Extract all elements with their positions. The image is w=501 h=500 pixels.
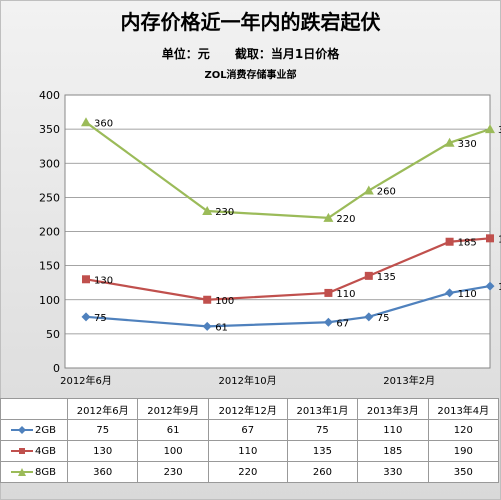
- chart-note: ZOL消费存储事业部: [204, 70, 297, 81]
- data-table: 2012年6月 2012年9月 2012年12月 2013年1月 2013年3月 2013…: [0, 398, 500, 483]
- data-point: [445, 237, 454, 246]
- data-point: [364, 271, 373, 280]
- table-corner: [0, 398, 68, 420]
- table-cell: 185: [357, 440, 429, 462]
- y-tick-label: 350: [39, 123, 60, 136]
- table-cell: 260: [286, 461, 359, 483]
- table-cell: 220: [207, 461, 288, 483]
- legend-label: 2GB: [35, 424, 56, 436]
- table-row: 4GB 130 100 110 135 185 190: [0, 440, 500, 462]
- table-cell: 120: [427, 419, 500, 441]
- table-cell: 67: [207, 419, 288, 441]
- data-point: [202, 206, 213, 216]
- data-point: [364, 312, 374, 322]
- x-tick-label: 2012年6月: [60, 374, 112, 387]
- legend-entry: 2GB: [0, 419, 68, 441]
- legend-swatch: [11, 425, 33, 434]
- table-header-cell: 2012年6月: [66, 398, 139, 420]
- table-cell: 230: [137, 461, 209, 483]
- series-line-4GB: [85, 237, 491, 301]
- data-point: [323, 317, 333, 327]
- data-point: [486, 234, 494, 243]
- series-line-8GB: [85, 121, 491, 219]
- table-header-cell: 2013年3月: [357, 398, 429, 420]
- data-label: 130: [94, 275, 113, 286]
- table-cell: 75: [286, 419, 359, 441]
- table-row: 8GB 360 230 220 260 330 350: [0, 461, 500, 483]
- data-label: 190: [498, 234, 501, 245]
- data-point: [203, 295, 212, 304]
- data-label: 230: [215, 207, 234, 218]
- table-cell: 330: [357, 461, 429, 483]
- data-label: 260: [377, 187, 396, 198]
- data-point: [444, 137, 455, 147]
- legend-entry: 8GB: [0, 461, 68, 483]
- table-cell: 135: [286, 440, 359, 462]
- data-point: [82, 275, 90, 284]
- series-line-2GB: [85, 285, 491, 328]
- data-label: 100: [215, 296, 234, 307]
- table-header-cell: 2013年4月: [427, 398, 500, 420]
- data-label: 220: [336, 214, 355, 225]
- table-cell: 100: [137, 440, 209, 462]
- data-label: 350: [498, 125, 501, 136]
- table-header-cell: 2012年9月: [137, 398, 209, 420]
- table-cell: 350: [427, 461, 500, 483]
- chart-subtitle: 单位：元 截取：当月1日价格: [161, 47, 340, 61]
- data-label: 330: [458, 139, 477, 150]
- y-tick-label: 300: [39, 157, 60, 170]
- table-row: 2GB 75 61 67 75 110 120: [0, 419, 500, 441]
- data-point: [81, 312, 91, 322]
- legend-label: 8GB: [35, 466, 56, 478]
- line-chart: 0 50 100 150 200 250 300 350 400 2012年6月 2012年10月 2…: [39, 89, 501, 387]
- data-label: 135: [377, 272, 396, 283]
- data-label: 75: [94, 313, 107, 324]
- y-tick-label: 100: [39, 294, 60, 307]
- x-tick-label: 2013年2月: [383, 374, 435, 387]
- data-point: [202, 321, 212, 331]
- table-cell: 190: [427, 440, 500, 462]
- table-header-cell: 2012年12月: [207, 398, 288, 420]
- chart-title: 内存价格近一年内的跌宕起伏: [120, 10, 381, 34]
- data-label: 61: [215, 322, 228, 333]
- data-point: [323, 212, 334, 222]
- data-label: 110: [458, 289, 477, 300]
- data-point: [363, 185, 374, 195]
- table-cell: 110: [357, 419, 429, 441]
- legend-swatch: [11, 467, 33, 476]
- table-header-row: 2012年6月 2012年9月 2012年12月 2013年1月 2013年3月 2013…: [0, 398, 500, 420]
- data-point: [485, 124, 495, 134]
- x-tick-label: 2012年10月: [219, 374, 277, 387]
- y-tick-label: 400: [39, 89, 60, 102]
- table-cell: 130: [66, 440, 139, 462]
- data-label: 75: [377, 313, 390, 324]
- y-tick-label: 0: [53, 362, 60, 375]
- table-cell: 110: [207, 440, 288, 462]
- y-tick-label: 150: [39, 260, 60, 273]
- legend-label: 4GB: [35, 445, 56, 457]
- y-tick-label: 50: [46, 328, 60, 341]
- table-header-cell: 2013年1月: [286, 398, 359, 420]
- table-cell: 360: [66, 461, 139, 483]
- data-point: [324, 288, 333, 297]
- data-point: [445, 288, 455, 298]
- y-tick-label: 200: [39, 226, 60, 239]
- legend-swatch: [11, 447, 33, 454]
- y-tick-label: 250: [39, 191, 60, 204]
- table-cell: 75: [66, 419, 139, 441]
- data-label: 120: [498, 282, 501, 293]
- table-cell: 61: [137, 419, 209, 441]
- data-label: 67: [336, 318, 349, 329]
- legend-entry: 4GB: [0, 440, 68, 462]
- data-label: 360: [94, 118, 113, 129]
- data-label: 110: [336, 289, 355, 300]
- data-point: [485, 281, 495, 291]
- data-label: 185: [458, 238, 477, 249]
- data-point: [81, 117, 91, 127]
